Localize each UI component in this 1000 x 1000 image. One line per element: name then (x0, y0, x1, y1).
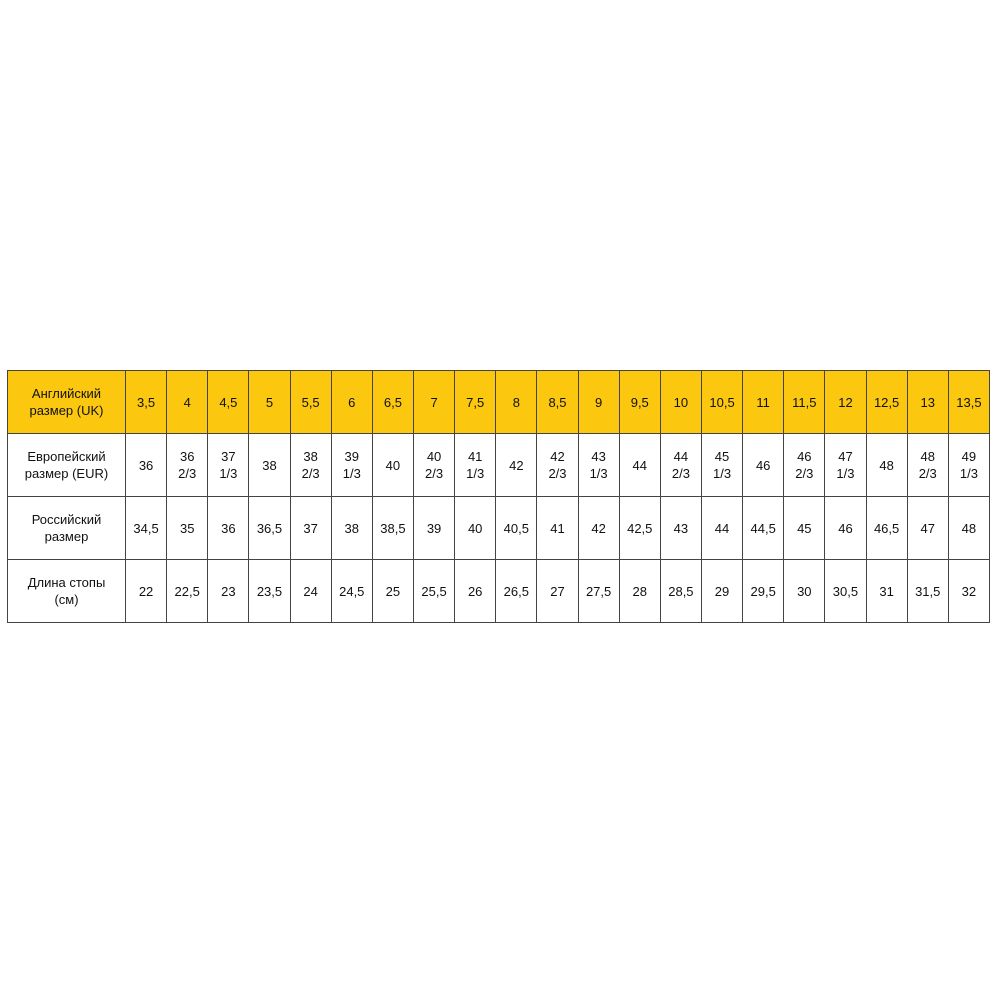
table-cell: 38 (330, 496, 373, 560)
table-cell: 24 (289, 559, 332, 623)
table-cell: 41 (536, 496, 579, 560)
table-cell: 9 (577, 370, 620, 434)
table-cell: 30 (783, 559, 826, 623)
table-cell: 48 (947, 496, 991, 560)
table-cell: 46 (824, 496, 867, 560)
row-label: Длина стопы (см) (7, 559, 126, 623)
table-cell: 44 (700, 496, 744, 560)
table-cell: 42 (577, 496, 620, 560)
table-row: Длина стопы (см) 22 22,5 23 23,5 24 24,5 25 25,5… (7, 559, 991, 623)
table-cell: 25 (371, 559, 414, 623)
table-row: Российский размер 34,5 35 36 36,5 37 38 38,5 39 4… (7, 496, 991, 560)
size-chart: Английский размер (UK) 3,5 4 4,5 5 5,5 6 6,5 7 7,… (7, 370, 991, 623)
table-cell: 36 2/3 (166, 433, 209, 497)
table-cell: 48 2/3 (906, 433, 949, 497)
table-cell: 3,5 (124, 370, 168, 434)
table-cell: 40 2/3 (412, 433, 456, 497)
table-cell: 40,5 (495, 496, 538, 560)
table-cell: 5,5 (289, 370, 332, 434)
table-cell: 28 (618, 559, 661, 623)
table-cell: 45 (783, 496, 826, 560)
table-cell: 27 (536, 559, 579, 623)
table-row: Европейский размер (EUR) 36 36 2/3 37 1/3 38… (7, 433, 991, 497)
table-cell: 13 (906, 370, 949, 434)
table-cell: 7 (412, 370, 456, 434)
table-cell: 6,5 (371, 370, 414, 434)
table-cell: 12,5 (865, 370, 908, 434)
table-cell: 44,5 (742, 496, 785, 560)
table-cell: 4,5 (207, 370, 250, 434)
table-cell: 4 (166, 370, 209, 434)
table-cell: 36 (207, 496, 250, 560)
table-cell: 36,5 (248, 496, 291, 560)
table-cell: 42 2/3 (536, 433, 579, 497)
table-cell: 42 (495, 433, 538, 497)
table-cell: 43 1/3 (577, 433, 620, 497)
row-label: Российский размер (7, 496, 126, 560)
table-cell: 40 (371, 433, 414, 497)
table-cell: 47 1/3 (824, 433, 867, 497)
table-cell: 43 (659, 496, 702, 560)
table-cell: 30,5 (824, 559, 867, 623)
table-cell: 40 (454, 496, 497, 560)
size-table: Английский размер (UK) 3,5 4 4,5 5 5,5 6 6,5 7 7,… (7, 370, 991, 623)
table-cell: 8,5 (536, 370, 579, 434)
table-cell: 41 1/3 (454, 433, 497, 497)
row-label: Европейский размер (EUR) (7, 433, 126, 497)
table-cell: 6 (330, 370, 373, 434)
table-cell: 11 (742, 370, 785, 434)
table-cell: 35 (166, 496, 209, 560)
table-cell: 12 (824, 370, 867, 434)
table-cell: 42,5 (618, 496, 661, 560)
table-cell: 29,5 (742, 559, 785, 623)
table-cell: 24,5 (330, 559, 373, 623)
table-cell: 28,5 (659, 559, 702, 623)
table-row: Английский размер (UK) 3,5 4 4,5 5 5,5 6 6,5 7 7,… (7, 370, 991, 434)
table-cell: 10,5 (700, 370, 744, 434)
table-cell: 29 (700, 559, 744, 623)
table-cell: 39 (412, 496, 456, 560)
table-cell: 13,5 (947, 370, 991, 434)
row-label: Английский размер (UK) (7, 370, 126, 434)
table-cell: 44 (618, 433, 661, 497)
table-cell: 31,5 (906, 559, 949, 623)
table-cell: 45 1/3 (700, 433, 744, 497)
table-cell: 5 (248, 370, 291, 434)
table-cell: 46,5 (865, 496, 908, 560)
table-cell: 23,5 (248, 559, 291, 623)
table-cell: 23 (207, 559, 250, 623)
table-cell: 22 (124, 559, 168, 623)
table-cell: 27,5 (577, 559, 620, 623)
table-cell: 26 (454, 559, 497, 623)
table-cell: 11,5 (783, 370, 826, 434)
table-cell: 46 (742, 433, 785, 497)
table-cell: 8 (495, 370, 538, 434)
table-cell: 39 1/3 (330, 433, 373, 497)
table-cell: 38,5 (371, 496, 414, 560)
table-cell: 37 (289, 496, 332, 560)
table-cell: 38 (248, 433, 291, 497)
table-cell: 37 1/3 (207, 433, 250, 497)
table-cell: 48 (865, 433, 908, 497)
table-cell: 46 2/3 (783, 433, 826, 497)
table-cell: 7,5 (454, 370, 497, 434)
table-cell: 34,5 (124, 496, 168, 560)
table-cell: 9,5 (618, 370, 661, 434)
table-cell: 22,5 (166, 559, 209, 623)
table-cell: 26,5 (495, 559, 538, 623)
table-cell: 10 (659, 370, 702, 434)
table-cell: 32 (947, 559, 991, 623)
table-cell: 38 2/3 (289, 433, 332, 497)
table-cell: 49 1/3 (947, 433, 991, 497)
table-cell: 47 (906, 496, 949, 560)
table-cell: 44 2/3 (659, 433, 702, 497)
table-cell: 25,5 (412, 559, 456, 623)
table-cell: 31 (865, 559, 908, 623)
table-cell: 36 (124, 433, 168, 497)
